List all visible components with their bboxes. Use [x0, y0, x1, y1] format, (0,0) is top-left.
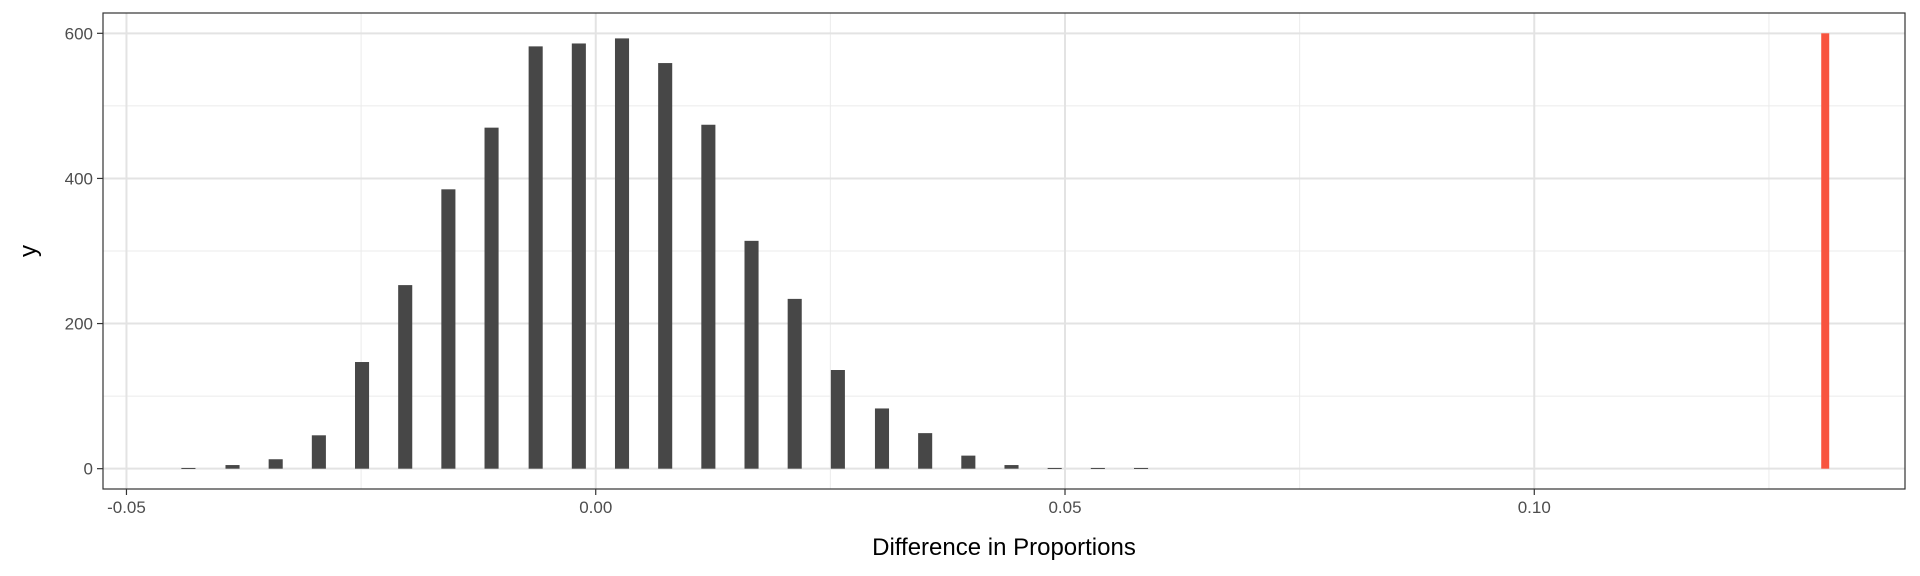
- x-axis-title: Difference in Proportions: [872, 534, 1136, 561]
- bar: [701, 124, 716, 469]
- panel-border: [102, 12, 1906, 490]
- bar: [484, 127, 499, 469]
- bar: [961, 455, 976, 469]
- bar: [744, 240, 759, 469]
- x-axis: -0.05 0.00 0.05 0.10: [107, 489, 1551, 517]
- bar: [441, 189, 456, 469]
- reference-line: [1821, 33, 1830, 469]
- bar: [1047, 467, 1062, 469]
- bar: [398, 285, 413, 469]
- bar: [311, 435, 326, 469]
- x-tick-label: -0.05: [107, 498, 146, 517]
- bar: [830, 370, 845, 469]
- reference-line-group: [1821, 33, 1830, 469]
- y-tick-label: 0: [84, 460, 93, 479]
- x-tick-label: 0.10: [1518, 498, 1551, 517]
- bar: [874, 408, 890, 469]
- bar: [918, 433, 933, 469]
- y-tick-label: 200: [65, 315, 93, 334]
- bar: [268, 459, 283, 469]
- bar: [787, 298, 802, 469]
- bar: [528, 46, 543, 469]
- bars-group: [181, 38, 1149, 469]
- y-tick-label: 400: [65, 169, 93, 188]
- y-tick-label: 600: [65, 24, 93, 43]
- bar: [225, 465, 240, 469]
- x-tick-label: 0.00: [579, 498, 612, 517]
- bar: [571, 43, 586, 469]
- bar: [1133, 467, 1149, 469]
- bar: [181, 467, 196, 469]
- bar: [1090, 467, 1105, 469]
- x-tick-label: 0.05: [1048, 498, 1081, 517]
- y-axis-title: y: [15, 245, 42, 257]
- minor-gridlines: [103, 13, 1905, 489]
- bar: [354, 362, 370, 469]
- y-axis: 0 200 400 600: [65, 24, 103, 479]
- bar: [614, 38, 630, 469]
- bar: [658, 63, 673, 469]
- bar: [1004, 465, 1019, 469]
